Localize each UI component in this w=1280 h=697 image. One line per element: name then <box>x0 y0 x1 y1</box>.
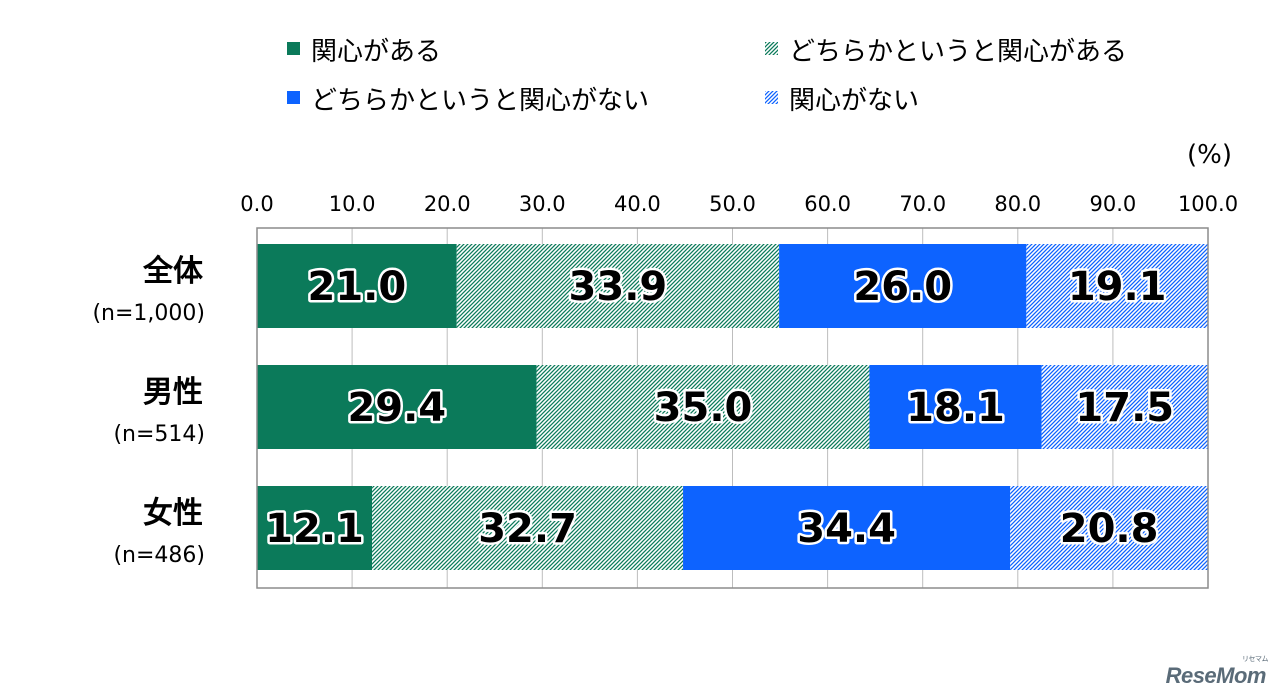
bar-segment <box>779 244 1027 328</box>
value-label: 21.0 <box>308 264 407 310</box>
category-label: 全体 <box>142 254 204 289</box>
value-label: 35.0 <box>654 385 753 431</box>
watermark-small: リセマム <box>1242 656 1269 663</box>
unit-label: (%) <box>1187 140 1232 170</box>
x-tick-label: 90.0 <box>1090 192 1137 216</box>
bar-segment <box>1010 486 1208 570</box>
value-label: 18.1 <box>906 385 1005 431</box>
legend-swatch-1 <box>765 42 778 55</box>
value-label: 19.1 <box>1068 264 1167 310</box>
value-label: 29.4 <box>347 385 446 431</box>
category-sample-size: (n=514) <box>113 422 205 447</box>
category-labels: 全体 (n=1,000) 男性 (n=514) 女性 (n=486) <box>92 254 205 568</box>
value-labels: 21.0 33.9 26.0 19.1 29.4 35.0 18.1 17.5 12.1 32.7… <box>263 262 1177 555</box>
value-label: 32.7 <box>478 506 577 552</box>
category-sample-size: (n=486) <box>113 543 205 568</box>
x-tick-label: 20.0 <box>424 192 471 216</box>
value-label: 20.8 <box>1060 506 1159 552</box>
bar-segment <box>257 365 537 449</box>
resemom-logo: ReseMom リセマム <box>1165 656 1269 689</box>
legend-label-3: 関心がない <box>789 86 919 116</box>
bar-segment <box>1026 244 1208 328</box>
watermark-text: ReseMom <box>1165 663 1267 688</box>
legend-swatch-3 <box>765 91 778 104</box>
legend-label-2: どちらかというと関心がない <box>311 86 649 116</box>
x-tick-label: 0.0 <box>240 192 273 216</box>
x-tick-label: 10.0 <box>329 192 376 216</box>
bars <box>257 244 1208 570</box>
bar-segment <box>257 486 373 570</box>
legend-label-0: 関心がある <box>311 37 441 67</box>
value-label: 34.4 <box>797 506 896 552</box>
x-tick-label: 70.0 <box>899 192 946 216</box>
x-axis-ticks: 0.0 10.0 20.0 30.0 40.0 50.0 60.0 70.0 80.0 90.0 1… <box>240 192 1238 216</box>
value-label: 26.0 <box>853 264 952 310</box>
bar-segment <box>683 486 1011 570</box>
bar-segment <box>456 244 780 328</box>
value-label: 12.1 <box>265 506 364 552</box>
bar-segment <box>1041 365 1208 449</box>
plot-frame <box>256 227 1209 589</box>
value-label: 33.9 <box>569 264 668 310</box>
x-tick-label: 80.0 <box>994 192 1041 216</box>
x-tick-label: 30.0 <box>519 192 566 216</box>
bar-segment <box>869 365 1042 449</box>
bar-segment <box>372 486 684 570</box>
legend-swatch-2 <box>287 91 300 104</box>
legend-swatch-0 <box>287 42 300 55</box>
category-sample-size: (n=1,000) <box>92 301 205 326</box>
legend-label-1: どちらかというと関心がある <box>789 37 1127 67</box>
bar-segment <box>536 365 870 449</box>
bar-segment <box>257 244 457 328</box>
value-label: 17.5 <box>1075 385 1174 431</box>
plot-border <box>256 227 1209 589</box>
x-tick-label: 60.0 <box>804 192 851 216</box>
category-label: 男性 <box>143 375 203 410</box>
x-tick-label: 50.0 <box>709 192 756 216</box>
x-tick-label: 40.0 <box>614 192 661 216</box>
x-tick-label: 100.0 <box>1178 192 1238 216</box>
category-label: 女性 <box>143 496 203 531</box>
